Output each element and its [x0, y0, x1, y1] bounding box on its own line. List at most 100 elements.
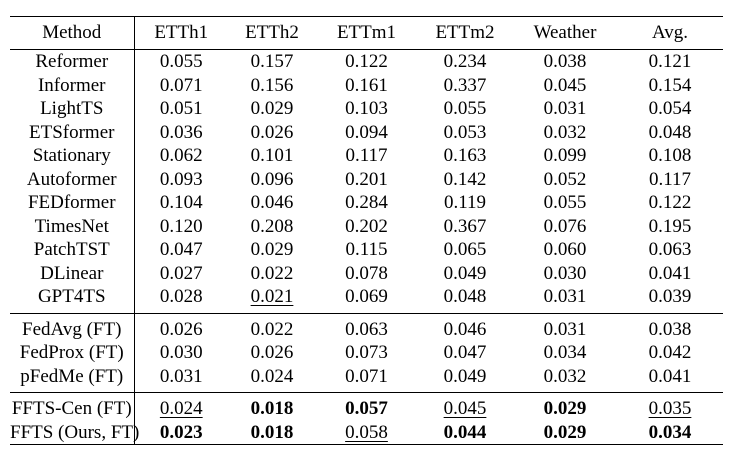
value-cell: 0.027 [159, 262, 203, 284]
best-value: 0.018 [250, 421, 294, 443]
best-value: 0.034 [648, 421, 692, 443]
best-value: 0.029 [543, 398, 587, 419]
method-cell: Informer [10, 73, 135, 97]
value-cell: 0.337 [443, 74, 487, 96]
value-cell: 0.018 [228, 420, 316, 445]
value-cell: 0.195 [648, 215, 692, 237]
value-cell: 0.071 [159, 74, 203, 96]
second-best-value: 0.021 [250, 286, 294, 307]
value-cell: 0.035 [617, 392, 723, 421]
table-row: FedAvg (FT) 0.026 0.022 0.063 0.046 0.031 0.03… [10, 312, 723, 341]
value-cell: 0.046 [417, 312, 513, 341]
header-avg: Avg. [651, 22, 689, 43]
value-cell: 0.049 [443, 262, 487, 284]
value-cell: 0.030 [159, 342, 203, 363]
method-cell: pFedMe (FT) [10, 364, 135, 393]
value-cell: 0.021 [228, 285, 316, 313]
value-cell: 0.024 [134, 392, 228, 421]
value-cell: 0.122 [648, 192, 692, 213]
table-row: GPT4TS 0.028 0.021 0.069 0.048 0.031 0.039 [10, 285, 723, 313]
method-cell: PatchTST [10, 238, 135, 262]
value-cell: 0.156 [250, 74, 294, 96]
best-value: 0.057 [345, 398, 388, 419]
value-cell: 0.101 [250, 145, 294, 166]
method-cell: Reformer [10, 49, 135, 74]
value-cell: 0.039 [648, 286, 692, 307]
method-cell: TimesNet [10, 214, 135, 238]
method-cell: FFTS-Cen (FT) [10, 392, 135, 421]
value-cell: 0.284 [345, 192, 388, 213]
header-etth2: ETTh2 [245, 22, 299, 43]
second-best-value: 0.045 [443, 398, 487, 419]
value-cell: 0.031 [543, 98, 587, 119]
table-row: FFTS-Cen (FT) 0.024 0.018 0.057 0.045 0.029 0.… [10, 392, 723, 421]
value-cell: 0.026 [134, 312, 228, 341]
value-cell: 0.044 [417, 420, 513, 445]
value-cell: 0.078 [345, 262, 388, 284]
value-cell: 0.022 [228, 312, 316, 341]
table-row: ETSformer 0.036 0.026 0.094 0.053 0.032 0.048 [10, 120, 723, 144]
value-cell: 0.031 [159, 365, 203, 387]
value-cell: 0.046 [250, 192, 294, 213]
value-cell: 0.065 [443, 239, 487, 260]
header-ettm2: ETTm2 [435, 22, 495, 43]
method-cell: FedAvg (FT) [10, 312, 135, 341]
value-cell: 0.031 [513, 312, 617, 341]
value-cell: 0.073 [345, 342, 388, 363]
header-row: Method ETTh1 ETTh2 ETTm1 ETTm2 Weather A… [10, 16, 723, 50]
value-cell: 0.076 [543, 215, 587, 237]
value-cell: 0.029 [250, 239, 294, 260]
value-cell: 0.018 [228, 392, 316, 421]
method-cell: FFTS (Ours, FT) [10, 420, 140, 445]
value-cell: 0.096 [250, 168, 294, 190]
value-cell: 0.023 [134, 420, 228, 445]
value-cell: 0.060 [543, 239, 587, 260]
value-cell: 0.103 [345, 98, 388, 119]
header-weather: Weather [533, 22, 597, 43]
value-cell: 0.058 [316, 420, 417, 445]
value-cell: 0.038 [617, 312, 723, 341]
value-cell: 0.045 [543, 74, 587, 96]
value-cell: 0.048 [648, 121, 692, 143]
value-cell: 0.047 [159, 239, 203, 260]
best-value: 0.023 [159, 421, 203, 443]
value-cell: 0.062 [159, 145, 203, 166]
value-cell: 0.048 [443, 286, 487, 307]
value-cell: 0.047 [443, 342, 487, 363]
value-cell: 0.161 [345, 74, 388, 96]
value-cell: 0.045 [417, 392, 513, 421]
table-row: FedProx (FT) 0.030 0.026 0.073 0.047 0.034 0.0… [10, 341, 723, 365]
method-cell: ETSformer [10, 120, 135, 144]
value-cell: 0.054 [648, 98, 692, 119]
table-row: FFTS (Ours, FT) 0.023 0.018 0.058 0.044 0.029… [10, 420, 723, 445]
value-cell: 0.022 [250, 262, 294, 284]
table-row: DLinear 0.027 0.022 0.078 0.049 0.030 0.041 [10, 261, 723, 285]
value-cell: 0.036 [159, 121, 203, 143]
method-cell: Stationary [10, 144, 135, 168]
value-cell: 0.208 [250, 215, 294, 237]
value-cell: 0.041 [648, 365, 692, 387]
value-cell: 0.029 [513, 392, 617, 421]
header-etth1: ETTh1 [154, 22, 209, 43]
value-cell: 0.049 [443, 365, 487, 387]
value-cell: 0.026 [250, 342, 294, 363]
method-cell: LightTS [10, 97, 135, 121]
method-cell: FEDformer [10, 191, 135, 215]
second-best-value: 0.035 [648, 398, 692, 419]
method-cell: GPT4TS [10, 285, 135, 313]
value-cell: 0.029 [513, 420, 617, 445]
header-method: Method [10, 16, 135, 50]
value-cell: 0.154 [648, 74, 692, 96]
method-cell: Autoformer [10, 167, 135, 191]
value-cell: 0.115 [345, 239, 388, 260]
best-value: 0.029 [543, 421, 587, 443]
value-cell: 0.032 [543, 365, 587, 387]
method-cell: FedProx (FT) [10, 341, 135, 365]
table-body: Reformer 0.055 0.157 0.122 0.234 0.038 0.121 In… [10, 49, 723, 445]
value-cell: 0.030 [543, 262, 587, 284]
value-cell: 0.119 [443, 192, 487, 213]
value-cell: 0.071 [345, 365, 388, 387]
best-value: 0.044 [443, 421, 487, 443]
value-cell: 0.120 [159, 215, 203, 237]
value-cell: 0.034 [543, 342, 587, 363]
